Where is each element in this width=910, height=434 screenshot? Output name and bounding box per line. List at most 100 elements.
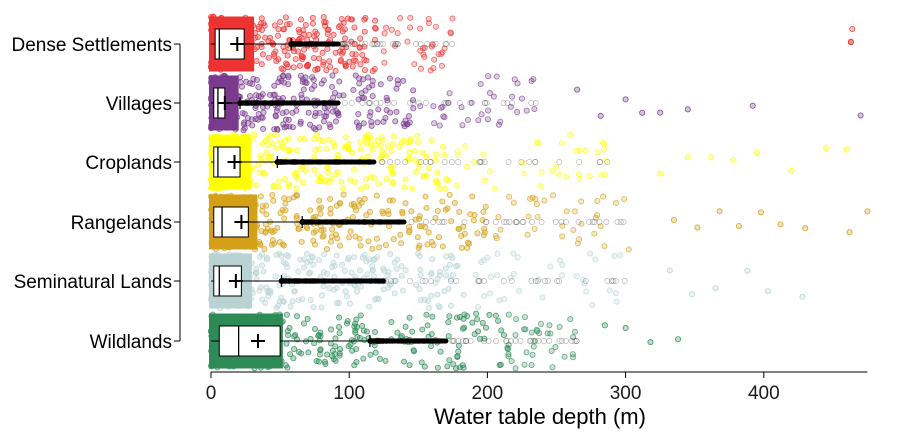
croplands-point xyxy=(243,132,250,139)
villages-point xyxy=(459,122,466,129)
croplands-box-outlier xyxy=(378,159,385,165)
rangelands-box-outlier xyxy=(422,219,429,225)
wildlands-outlier xyxy=(622,325,629,332)
rangelands-box-outlier xyxy=(512,219,519,225)
wildlands-point xyxy=(505,341,512,348)
rangelands-box-outlier xyxy=(538,219,545,225)
rangelands-point xyxy=(382,242,389,249)
rangelands-point xyxy=(398,240,405,247)
seminatural-lands-point xyxy=(264,288,271,295)
rangelands-point xyxy=(471,212,478,219)
croplands-mean-marker xyxy=(227,155,242,169)
dense-settlements-point xyxy=(284,52,291,59)
dense-settlements-point xyxy=(326,58,333,65)
dense-settlements-point xyxy=(259,51,266,58)
wildlands-outlier xyxy=(675,336,682,343)
rangelands-box-outlier xyxy=(506,219,513,225)
seminatural-lands-point xyxy=(589,301,596,308)
wildlands-point xyxy=(316,337,323,344)
wildlands-point xyxy=(305,349,312,356)
rangelands-point xyxy=(474,230,481,237)
villages-box-outlier xyxy=(348,100,355,106)
rangelands-point xyxy=(327,205,334,212)
dense-settlements-point xyxy=(439,49,446,56)
dense-settlements-point xyxy=(280,66,287,73)
seminatural-lands-point xyxy=(357,283,364,290)
wildlands-point xyxy=(293,313,300,320)
dense-settlements-label: Dense Settlements xyxy=(11,35,172,56)
seminatural-lands-point xyxy=(278,253,285,260)
dense-settlements-point xyxy=(431,56,438,63)
dense-settlements-point xyxy=(250,22,257,29)
dense-settlements-point xyxy=(320,59,327,66)
wildlands-box-outlier xyxy=(503,338,510,344)
croplands-point xyxy=(412,156,419,163)
seminatural-lands-point xyxy=(320,269,327,276)
rangelands-box-outlier xyxy=(436,219,443,225)
croplands-box-outlier xyxy=(576,159,583,165)
rangelands-point xyxy=(221,245,228,252)
croplands-point xyxy=(424,172,431,179)
croplands-point xyxy=(365,131,372,138)
seminatural-lands-point xyxy=(341,267,348,274)
villages-point xyxy=(392,118,399,125)
villages-point xyxy=(405,113,412,120)
rangelands-point xyxy=(208,206,215,213)
rangelands-point xyxy=(248,236,255,243)
villages-point xyxy=(327,124,334,131)
dense-settlements-point xyxy=(282,14,289,21)
seminatural-lands-point xyxy=(243,268,250,275)
croplands-box-outlier xyxy=(477,159,484,165)
rangelands-point xyxy=(467,211,474,218)
seminatural-lands-point xyxy=(371,256,378,263)
dense-settlements-point xyxy=(300,46,307,53)
villages-point xyxy=(293,107,300,114)
croplands-point xyxy=(328,175,335,182)
wildlands-point xyxy=(537,320,544,327)
villages-point xyxy=(468,99,475,106)
seminatural-lands-point xyxy=(216,298,223,305)
croplands-box-outlier xyxy=(604,159,611,165)
rangelands-point xyxy=(259,207,266,214)
villages-outlier xyxy=(749,102,756,109)
villages-point xyxy=(311,113,318,120)
croplands-point xyxy=(520,170,527,177)
dense-settlements-point xyxy=(337,22,344,29)
villages-point xyxy=(374,119,381,126)
dense-settlements-point xyxy=(304,63,311,70)
rangelands-point xyxy=(327,210,334,217)
seminatural-lands-point xyxy=(345,254,352,261)
wildlands-point xyxy=(290,355,297,362)
rangelands-point xyxy=(497,226,504,233)
wildlands-point xyxy=(252,360,259,367)
rangelands-point xyxy=(312,227,319,234)
dense-settlements-point xyxy=(425,20,432,27)
rangelands-point xyxy=(510,199,517,206)
seminatural-lands-point xyxy=(501,296,508,303)
croplands-point xyxy=(375,180,382,187)
dense-settlements-point xyxy=(324,46,331,53)
villages-point xyxy=(282,116,289,123)
wildlands-point xyxy=(276,311,283,318)
croplands-point xyxy=(280,145,287,152)
villages-point xyxy=(484,116,491,123)
croplands-point xyxy=(216,178,223,185)
seminatural-lands-point xyxy=(282,260,289,267)
seminatural-lands-point xyxy=(289,298,296,305)
croplands-point xyxy=(389,179,396,186)
rangelands-outlier xyxy=(864,208,871,215)
seminatural-lands-point xyxy=(393,265,400,272)
seminatural-lands-point xyxy=(448,302,455,309)
seminatural-lands-point xyxy=(559,261,566,268)
dense-settlements-point xyxy=(411,61,418,68)
dense-settlements-point xyxy=(208,59,215,66)
seminatural-lands-point xyxy=(460,292,467,299)
wildlands-point xyxy=(321,358,328,365)
rangelands-point xyxy=(269,192,276,199)
seminatural-lands-box-outlier xyxy=(428,278,435,284)
seminatural-lands-point xyxy=(539,294,546,301)
rangelands-point xyxy=(428,238,435,245)
seminatural-lands-point xyxy=(323,270,330,277)
rangelands-point xyxy=(531,225,538,232)
rangelands-point xyxy=(347,228,354,235)
